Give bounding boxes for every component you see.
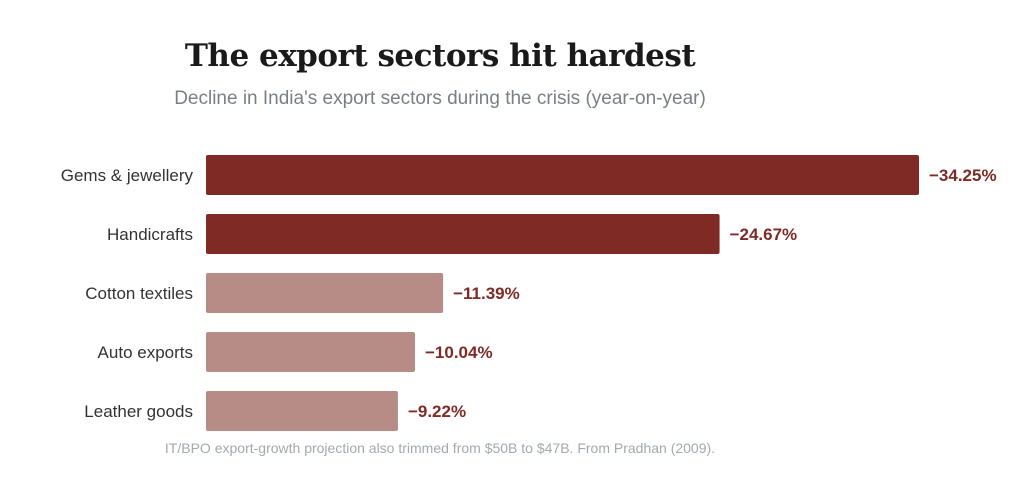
bar [206,214,720,254]
value-label: −24.67% [730,225,798,244]
category-label: Auto exports [98,343,193,362]
category-label: Gems & jewellery [61,166,194,185]
value-label: −9.22% [408,402,466,421]
footnote: IT/BPO export-growth projection also tri… [164,440,716,456]
bar [206,155,919,195]
bar [206,273,444,313]
category-label: Leather goods [84,402,193,421]
value-label: −34.25% [929,166,997,185]
category-label: Handicrafts [107,225,193,244]
value-label: −11.39% [453,284,520,303]
value-label: −10.04% [425,343,493,362]
chart-title: The export sectors hit hardest [184,38,696,74]
bar [206,332,416,372]
category-label: Cotton textiles [85,284,193,303]
chart-subtitle: Decline in India's export sectors during… [174,88,706,109]
bar [206,391,398,431]
